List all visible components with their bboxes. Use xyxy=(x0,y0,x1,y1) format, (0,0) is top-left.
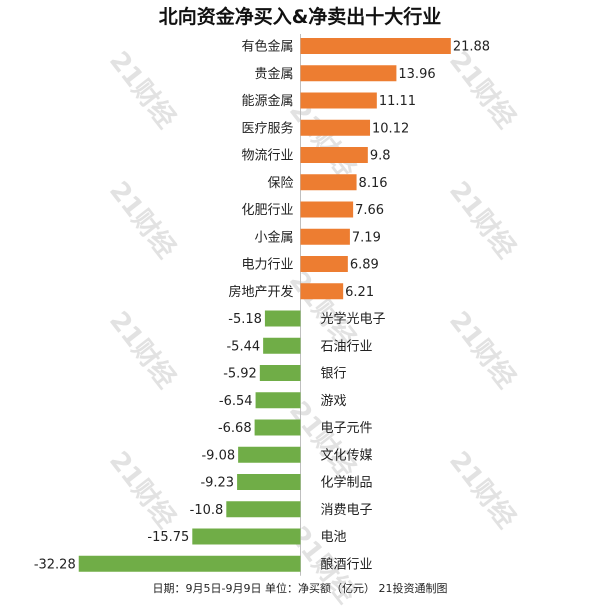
category-label-14: 游戏 xyxy=(321,394,347,409)
value-label-7: 7.66 xyxy=(355,203,384,218)
value-label-14: -6.54 xyxy=(219,394,253,409)
bar-20 xyxy=(78,555,301,572)
category-label-4: 医疗服务 xyxy=(241,120,293,136)
category-label-3: 能源金属 xyxy=(241,93,293,109)
category-label-18: 消费电子 xyxy=(321,503,373,518)
category-label-1: 有色金属 xyxy=(241,39,293,55)
category-label-12: 石油行业 xyxy=(321,339,373,354)
bar-12 xyxy=(263,337,301,354)
value-label-20: -32.28 xyxy=(34,557,76,572)
bar-17 xyxy=(237,474,301,490)
bar-1 xyxy=(300,38,451,54)
bar-6 xyxy=(300,174,357,191)
bar-11 xyxy=(264,310,301,327)
value-label-18: -10.8 xyxy=(190,503,224,518)
category-label-15: 电子元件 xyxy=(321,421,373,436)
chart-footer: 日期：9月5日-9月9日 单位：净买额（亿元） 21投资通制图 xyxy=(152,582,448,595)
value-label-4: 10.12 xyxy=(372,121,409,136)
value-label-10: 6.21 xyxy=(345,285,374,300)
value-label-8: 7.19 xyxy=(352,230,381,245)
bar-14 xyxy=(255,392,301,409)
bar-16 xyxy=(238,446,301,463)
category-label-5: 物流行业 xyxy=(241,149,293,164)
bar-2 xyxy=(300,65,397,82)
bar-13 xyxy=(259,365,301,381)
value-label-12: -5.44 xyxy=(226,339,260,354)
bar-4 xyxy=(300,119,371,136)
category-label-6: 保险 xyxy=(267,176,293,191)
value-label-11: -5.18 xyxy=(228,312,262,327)
value-label-15: -6.68 xyxy=(218,421,252,436)
bar-5 xyxy=(300,147,368,163)
bar-10 xyxy=(300,283,344,300)
bar-8 xyxy=(300,228,350,245)
category-label-10: 房地产开发 xyxy=(228,284,293,300)
category-label-17: 化学制品 xyxy=(321,475,373,491)
category-label-9: 电力行业 xyxy=(241,258,293,273)
value-label-6: 8.16 xyxy=(359,176,388,191)
bar-3 xyxy=(300,92,377,109)
value-label-5: 9.8 xyxy=(370,149,391,164)
category-label-16: 文化传媒 xyxy=(321,448,373,463)
value-label-16: -9.08 xyxy=(201,448,235,463)
value-label-3: 11.11 xyxy=(379,94,416,109)
category-label-19: 电池 xyxy=(321,530,347,545)
category-label-7: 化肥行业 xyxy=(241,203,293,218)
bar-19 xyxy=(192,528,301,545)
bar-7 xyxy=(300,201,354,218)
bar-18 xyxy=(226,501,301,518)
value-label-1: 21.88 xyxy=(453,40,490,55)
category-label-2: 贵金属 xyxy=(254,66,293,82)
value-label-17: -9.23 xyxy=(200,476,234,491)
value-label-2: 13.96 xyxy=(398,67,435,82)
value-label-13: -5.92 xyxy=(223,367,257,382)
bar-15 xyxy=(254,419,301,436)
category-label-8: 小金属 xyxy=(254,229,293,245)
category-label-11: 光学光电子 xyxy=(321,311,386,327)
chart-title: 北向资金净买入&净卖出十大行业 xyxy=(158,6,442,28)
value-label-19: -15.75 xyxy=(147,530,189,545)
bar-9 xyxy=(300,256,348,272)
category-label-13: 银行 xyxy=(321,367,347,382)
category-label-20: 酿酒行业 xyxy=(321,556,373,572)
value-label-9: 6.89 xyxy=(350,258,379,273)
